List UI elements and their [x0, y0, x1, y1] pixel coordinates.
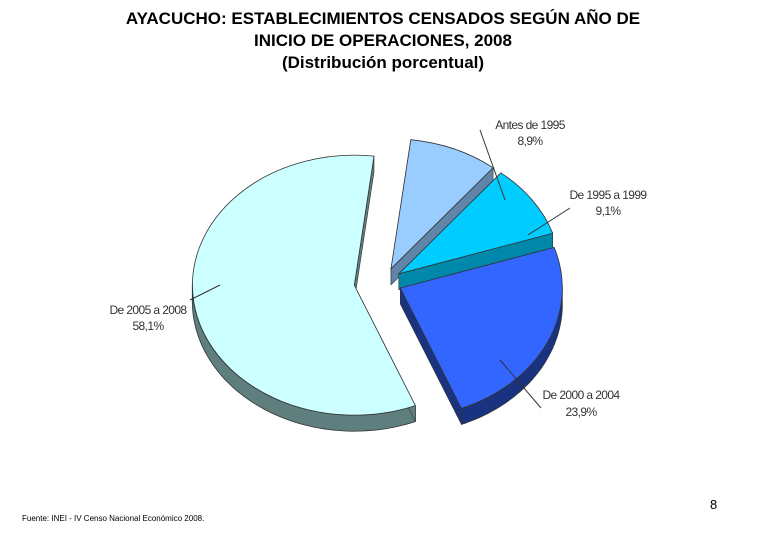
pie-slice-4 — [192, 154, 416, 416]
slice-value-4: 58,1% — [132, 319, 164, 333]
title-line-2: INICIO DE OPERACIONES, 2008 — [254, 31, 512, 50]
slice-value-2: 9,1% — [596, 204, 622, 218]
slice-label-2: De 1995 a 1999 — [569, 188, 647, 202]
leader-line-1 — [479, 129, 506, 201]
slice-label-3: De 2000 a 2004 — [542, 388, 620, 402]
slice-value-1: 8,9% — [518, 134, 544, 148]
pie-slice-2 — [397, 172, 554, 275]
pie-slice-3 — [399, 246, 563, 409]
title-line-1: AYACUCHO: ESTABLECIMIENTOS CENSADOS SEGÚ… — [125, 9, 641, 28]
slice-label-1: Antes de 1995 — [495, 118, 566, 132]
leader-line-2 — [527, 207, 571, 236]
slice-label-4: De 2005 a 2008 — [109, 303, 187, 317]
leader-line-3 — [499, 359, 542, 409]
source-note: Fuente: INEI - IV Censo Nacional Económi… — [22, 514, 205, 523]
page-number: 8 — [710, 497, 718, 512]
chart-title: AYACUCHO: ESTABLECIMIENTOS CENSADOS SEGÚ… — [0, 8, 766, 74]
slice-value-3: 23,9% — [565, 405, 597, 419]
title-line-3: (Distribución porcentual) — [281, 53, 485, 72]
pie-label-layer: Antes de 1995 8,9% De 1995 a 1999 9,1% De 20… — [109, 118, 648, 419]
leader-line-4 — [189, 284, 221, 301]
pie-top-layer — [192, 139, 563, 416]
pie-slice-1 — [390, 139, 494, 270]
